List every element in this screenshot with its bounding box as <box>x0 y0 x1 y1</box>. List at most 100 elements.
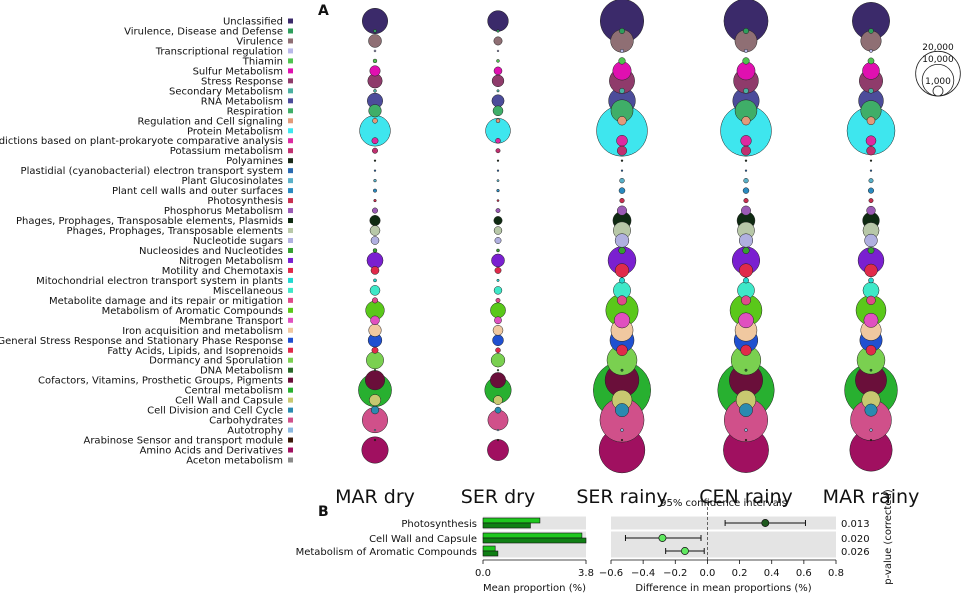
category-label: Virulence <box>236 36 283 47</box>
bubble <box>372 147 378 154</box>
column-label: MAR rainy <box>823 486 920 508</box>
category-swatch <box>288 198 293 204</box>
bubble <box>616 344 628 356</box>
ci-x-tick-label: 0.4 <box>764 568 780 579</box>
category-swatch <box>288 128 293 134</box>
p-value: 0.026 <box>841 547 870 558</box>
bubble <box>496 428 500 432</box>
category-swatch <box>288 417 293 423</box>
bubble <box>496 89 500 93</box>
bubble <box>496 169 500 172</box>
category-label: Phosphorus Metabolism <box>164 206 283 217</box>
bubble <box>494 316 502 325</box>
bubble <box>372 297 378 304</box>
category-swatch <box>288 347 293 353</box>
bubble <box>620 48 624 53</box>
category-label: Miscellaneous <box>213 286 283 297</box>
category-swatch <box>288 357 293 363</box>
category-label: Metabolite damage and its repair or miti… <box>49 296 283 307</box>
bubble <box>867 57 875 65</box>
category-swatch <box>288 327 293 333</box>
bar <box>482 545 496 552</box>
category-label: DNA Metabolism <box>200 366 283 377</box>
bubble <box>620 169 624 172</box>
bubble <box>744 368 748 372</box>
category-swatch <box>288 317 293 323</box>
bubble <box>495 297 501 303</box>
panel-a-letter: A <box>318 3 329 19</box>
category-label: Cofactors, Vitamins, Prosthetic Groups, … <box>38 376 283 387</box>
bar-category-label: Cell Wall and Capsule <box>369 534 477 545</box>
bubble <box>864 403 878 417</box>
bubble <box>869 368 873 372</box>
bubble <box>493 216 503 225</box>
bubble-matrix <box>358 0 898 474</box>
bar-category-label: Metabolism of Aromatic Compounds <box>296 547 477 558</box>
category-label: Plant Glucosinolates <box>182 176 284 187</box>
bubble <box>368 104 382 118</box>
bubble <box>741 145 751 156</box>
bubble <box>369 285 381 296</box>
category-swatch <box>288 168 293 174</box>
bubble <box>743 87 749 94</box>
bubble <box>866 146 876 156</box>
bubble <box>867 247 875 254</box>
column-labels: MAR dry SER dry SER rainy CEN rainy MAR rain… <box>335 486 919 508</box>
bubble <box>496 199 500 202</box>
bubble <box>869 169 873 172</box>
p-value-axis-title: p-value (corrected) <box>883 489 894 585</box>
category-label: General Stress Response and Stationary P… <box>0 336 283 347</box>
category-label: Nucleosides and Nucleotides <box>139 246 283 257</box>
bubble <box>495 148 501 154</box>
size-legend: 20,000 10,000 1,000 <box>915 43 961 97</box>
category-label: Sulfur Metabolism <box>193 66 283 77</box>
bubble <box>373 278 377 283</box>
bubble <box>620 438 624 442</box>
bubble <box>614 263 630 278</box>
bubble <box>495 347 501 353</box>
bubble <box>864 233 878 248</box>
bubble <box>865 135 877 146</box>
bubble <box>372 248 378 253</box>
bubble <box>373 428 377 432</box>
bubble <box>743 277 749 284</box>
category-label: Aceton metabolism <box>186 456 283 467</box>
category-label: Dormancy and Sporulation <box>149 356 283 367</box>
bubble <box>619 27 625 34</box>
bubble <box>492 334 504 346</box>
bubble <box>742 246 750 255</box>
bubble <box>743 177 749 184</box>
bubble <box>492 105 504 117</box>
bubble <box>619 87 625 94</box>
bubble <box>493 395 503 405</box>
bubble <box>866 205 876 216</box>
category-swatch <box>288 377 293 383</box>
category-swatch <box>288 247 293 253</box>
bubble <box>492 325 504 336</box>
bubble <box>370 236 380 245</box>
category-swatch <box>288 397 293 403</box>
bubble <box>860 30 882 52</box>
bubble <box>738 233 754 248</box>
bubble <box>868 88 874 94</box>
bubble <box>618 57 626 65</box>
category-swatch <box>288 148 293 154</box>
ci-x-tick-label: −0.4 <box>631 568 655 579</box>
bubble <box>620 428 624 432</box>
bubble <box>496 248 500 253</box>
bubble <box>495 208 501 213</box>
bubble <box>370 266 380 275</box>
ci-point-estimate <box>680 547 689 555</box>
category-swatch <box>288 297 293 303</box>
bubble <box>619 277 625 284</box>
bubble <box>487 10 509 32</box>
category-swatch <box>288 58 293 64</box>
bubble <box>373 169 377 172</box>
category-swatch <box>288 387 293 393</box>
bubble <box>373 159 377 162</box>
bubble <box>618 246 626 255</box>
category-label: Arabinose Sensor and transport module <box>83 436 283 447</box>
bubble <box>496 278 500 282</box>
bubble <box>615 403 629 418</box>
bubble <box>869 438 873 442</box>
